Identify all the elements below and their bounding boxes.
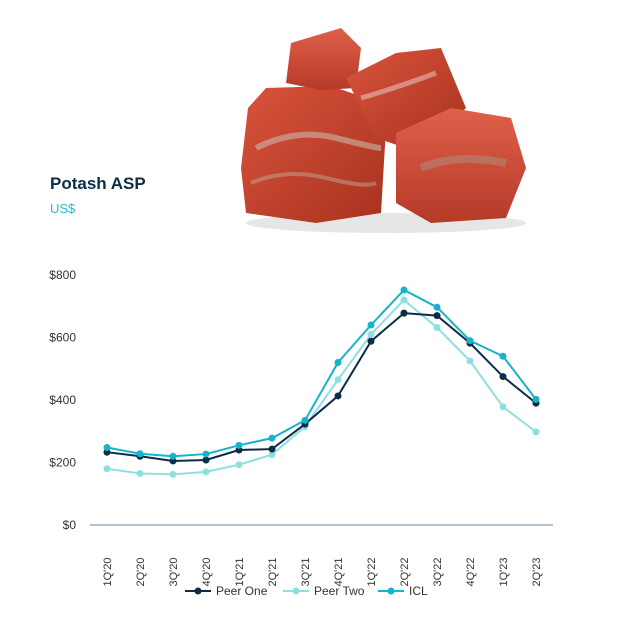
data-point bbox=[532, 395, 540, 403]
x-tick-label: 3Q'22 bbox=[432, 557, 444, 586]
chart-subtitle: US$ bbox=[50, 201, 76, 216]
y-tick-label: $0 bbox=[63, 518, 77, 532]
x-tick-label: 2Q'22 bbox=[399, 557, 411, 586]
x-tick-label: 3Q'21 bbox=[300, 557, 312, 586]
x-tick-label: 2Q'23 bbox=[531, 557, 543, 586]
data-point bbox=[268, 434, 276, 442]
legend-marker bbox=[292, 587, 300, 595]
data-point bbox=[367, 337, 375, 345]
legend-label: Peer One bbox=[216, 584, 268, 598]
data-point bbox=[334, 359, 342, 366]
potash-rocks-image bbox=[236, 18, 536, 238]
x-tick-label: 2Q'21 bbox=[267, 557, 279, 586]
x-tick-label: 1Q'21 bbox=[234, 557, 246, 586]
series-line bbox=[106, 312, 537, 462]
data-point bbox=[433, 312, 441, 320]
data-point bbox=[532, 428, 540, 436]
data-point bbox=[301, 416, 309, 424]
data-point bbox=[235, 461, 243, 469]
x-tick-label: 3Q'20 bbox=[168, 557, 180, 586]
legend-label: Peer Two bbox=[314, 584, 365, 598]
data-point bbox=[103, 444, 111, 451]
series-line bbox=[106, 298, 537, 476]
x-tick-label: 4Q'20 bbox=[201, 557, 213, 586]
data-point bbox=[202, 456, 210, 464]
data-point bbox=[367, 321, 375, 329]
data-point bbox=[433, 303, 441, 311]
data-point bbox=[367, 330, 375, 338]
y-tick-label: $800 bbox=[49, 268, 76, 282]
x-tick-label: 1Q'23 bbox=[498, 557, 510, 586]
legend-marker bbox=[387, 587, 395, 595]
data-point bbox=[400, 309, 408, 317]
data-point bbox=[169, 452, 177, 460]
data-point bbox=[466, 337, 474, 345]
data-point bbox=[400, 286, 408, 294]
x-tick-label: 4Q'22 bbox=[465, 557, 477, 586]
series-line bbox=[106, 288, 537, 458]
data-point bbox=[466, 357, 474, 365]
data-point bbox=[334, 376, 342, 384]
data-point bbox=[169, 470, 177, 478]
x-tick-label: 1Q'20 bbox=[102, 557, 114, 586]
legend-label: ICL bbox=[409, 584, 428, 598]
data-point bbox=[136, 469, 144, 477]
x-tick-label: 2Q'20 bbox=[135, 557, 147, 586]
x-tick-label: 4Q'21 bbox=[333, 557, 345, 586]
data-point bbox=[268, 451, 276, 459]
data-point bbox=[235, 441, 243, 449]
data-point bbox=[202, 450, 210, 458]
data-point bbox=[499, 403, 507, 411]
data-point bbox=[136, 450, 144, 458]
y-tick-label: $400 bbox=[49, 393, 76, 407]
legend-marker bbox=[194, 587, 202, 595]
chart-title: Potash ASP bbox=[50, 174, 146, 193]
y-tick-label: $200 bbox=[49, 456, 76, 470]
data-point bbox=[499, 373, 507, 381]
data-point bbox=[334, 392, 342, 400]
data-point bbox=[400, 296, 408, 304]
data-point bbox=[268, 445, 276, 453]
data-point bbox=[499, 352, 507, 360]
y-tick-label: $600 bbox=[49, 331, 76, 345]
x-tick-label: 1Q'22 bbox=[366, 557, 378, 586]
data-point bbox=[202, 468, 210, 476]
data-point bbox=[433, 324, 441, 331]
data-point bbox=[103, 465, 111, 473]
